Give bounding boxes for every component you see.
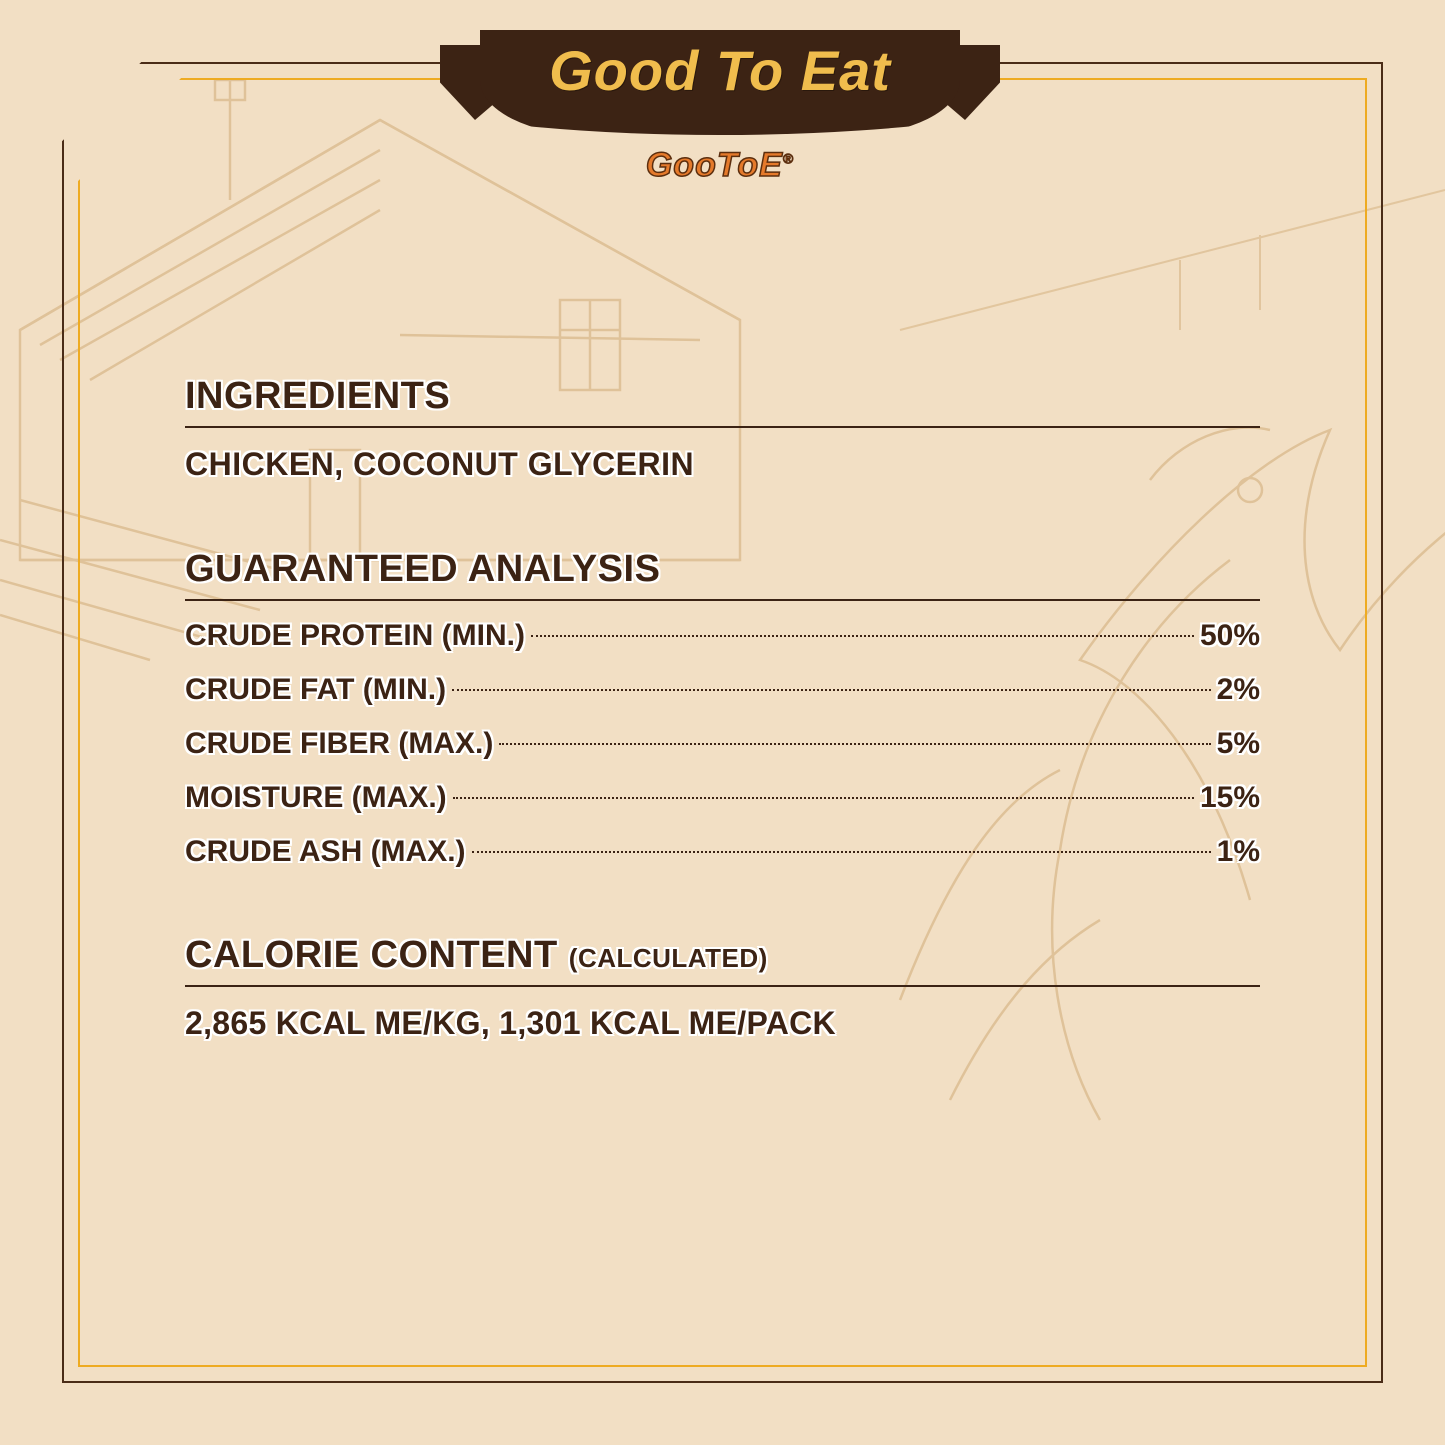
banner-title-text: Good To Eat — [549, 38, 891, 103]
ingredients-section: INGREDIENTS CHICKEN, COCONUT GLYCERIN — [185, 375, 1260, 483]
calorie-content-title: CALORIE CONTENT (CALCULATED) — [185, 934, 1260, 977]
calorie-content-text: 2,865 KCAL ME/KG, 1,301 KCAL ME/PACK — [185, 1005, 1260, 1042]
ingredients-title: INGREDIENTS — [185, 375, 1260, 418]
calorie-content-underline — [185, 985, 1260, 987]
analysis-row-fiber: CRUDE FIBER (MAX.) 5% — [185, 727, 1260, 761]
guaranteed-analysis-underline — [185, 599, 1260, 601]
guaranteed-analysis-section: GUARANTEED ANALYSIS CRUDE PROTEIN (MIN.)… — [185, 548, 1260, 869]
calorie-content-section: CALORIE CONTENT (CALCULATED) 2,865 KCAL … — [185, 934, 1260, 1042]
analysis-row-fat: CRUDE FAT (MIN.) 2% — [185, 673, 1260, 707]
brand-banner: Good To Eat GooToE® — [420, 30, 1020, 205]
analysis-row-ash: CRUDE ASH (MAX.) 1% — [185, 835, 1260, 869]
pet-food-label-page: Good To Eat GooToE® INGREDIENTS CHICKEN,… — [0, 0, 1445, 1445]
ingredients-underline — [185, 426, 1260, 428]
ribbon-main-banner: Good To Eat — [480, 30, 960, 135]
analysis-row-protein: CRUDE PROTEIN (MIN.) 50% — [185, 619, 1260, 653]
brand-logo-text: GooToE® — [646, 146, 794, 185]
ingredients-text: CHICKEN, COCONUT GLYCERIN — [185, 446, 1260, 483]
guaranteed-analysis-title: GUARANTEED ANALYSIS — [185, 548, 1260, 591]
label-content: INGREDIENTS CHICKEN, COCONUT GLYCERIN GU… — [185, 375, 1260, 1090]
analysis-row-moisture: MOISTURE (MAX.) 15% — [185, 781, 1260, 815]
